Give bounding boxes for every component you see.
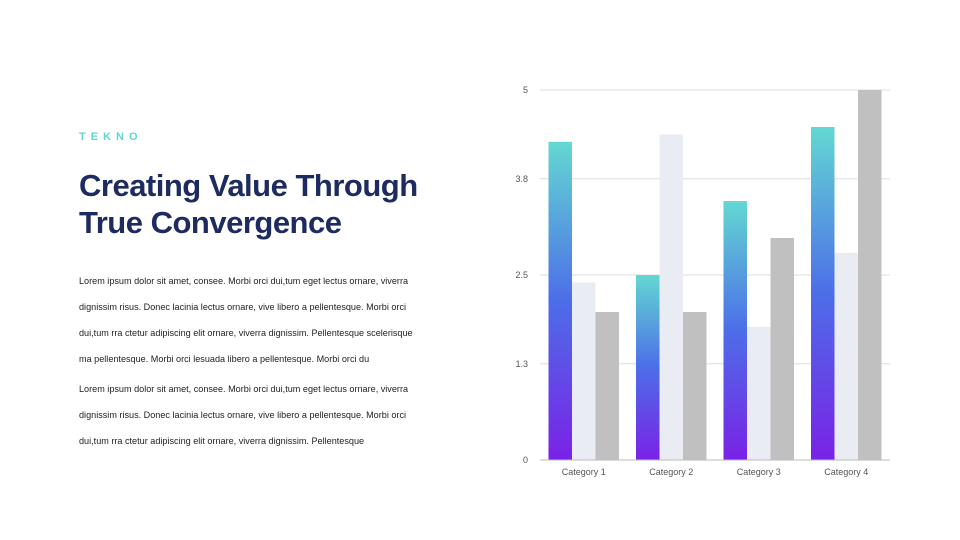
x-tick-label: Category 3: [737, 467, 781, 477]
y-tick-label: 0: [523, 455, 528, 465]
x-tick-label: Category 2: [649, 467, 693, 477]
bar-series-2-category-2: [659, 134, 683, 460]
brand-label: TEKNO: [79, 131, 143, 143]
body-paragraph-2: Lorem ipsum dolor sit amet, consee. Morb…: [79, 376, 439, 454]
y-tick-label: 3.8: [515, 174, 528, 184]
paragraph-line: dui,tum rra ctetur adipiscing elit ornar…: [79, 436, 365, 446]
paragraph-line: Lorem ipsum dolor sit amet, consee. Morb…: [79, 384, 409, 394]
y-tick-label: 2.5: [515, 270, 528, 280]
chart-axes: 0 1.3 2.5 3.8 5 Category 1 Category 2 Category …: [515, 85, 890, 477]
paragraph-line: dignissim risus. Donec lacinia lectus or…: [79, 302, 407, 312]
bar-series-1-category-4: [811, 127, 835, 460]
bar-series-2-category-3: [747, 326, 771, 460]
y-tick-label: 1.3: [515, 359, 528, 369]
paragraph-line: ma pellentesque. Morbi orci lesuada libe…: [79, 354, 370, 364]
bar-series-3-category-1: [595, 312, 619, 460]
bar-series-3-category-4: [858, 90, 882, 460]
chart-bars: [548, 90, 882, 461]
bar-series-1-category-3: [723, 201, 747, 460]
body-paragraph-1: Lorem ipsum dolor sit amet, consee. Morb…: [79, 268, 439, 372]
paragraph-line: dignissim risus. Donec lacinia lectus or…: [79, 410, 407, 420]
page-title-line-2: True Convergence: [79, 205, 342, 240]
bar-series-3-category-2: [683, 312, 707, 460]
x-tick-label: Category 1: [562, 467, 606, 477]
x-tick-label: Category 4: [824, 467, 868, 477]
paragraph-line: dui,tum rra ctetur adipiscing elit ornar…: [79, 328, 413, 338]
y-tick-label: 5: [523, 85, 528, 95]
bar-series-2-category-1: [572, 282, 596, 460]
page-title: Creating Value Through True Convergence: [79, 167, 479, 241]
bar-series-2-category-4: [834, 252, 858, 460]
page-title-line-1: Creating Value Through: [79, 168, 418, 203]
bar-series-1-category-1: [548, 141, 572, 461]
bar-series-1-category-2: [636, 275, 660, 460]
bar-series-3-category-3: [770, 238, 794, 460]
paragraph-line: Lorem ipsum dolor sit amet, consee. Morb…: [79, 276, 409, 286]
